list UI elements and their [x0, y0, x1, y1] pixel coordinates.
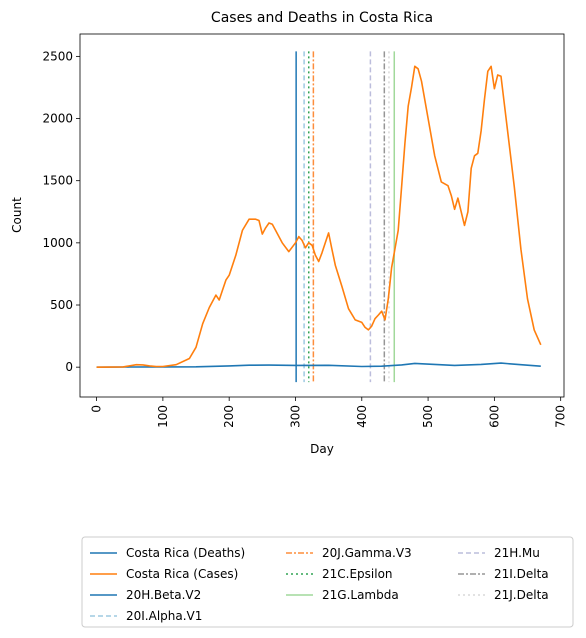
x-tick-label: 100 [156, 405, 170, 428]
y-tick-label: 500 [50, 298, 73, 312]
x-tick-label: 500 [421, 405, 435, 428]
y-tick-label: 0 [65, 360, 73, 374]
legend-label-21c-epsilon: 21C.Epsilon [322, 567, 393, 581]
legend-label-21h-mu: 21H.Mu [494, 546, 540, 560]
y-axis-label: Count [10, 197, 24, 233]
chart-title: Cases and Deaths in Costa Rica [211, 10, 433, 26]
legend-frame [81, 536, 574, 628]
x-axis-ticks: 0 100 200 300 400 500 600 700 [90, 397, 568, 428]
legend-label-21i-delta: 21I.Delta [494, 567, 549, 581]
series-lines [96, 65, 542, 368]
y-tick-label: 2500 [42, 49, 73, 63]
series-costa-rica-deaths [96, 362, 541, 368]
series-costa-rica-cases [96, 65, 542, 368]
y-tick-label: 1500 [42, 174, 73, 188]
legend-label-20i-alpha-v1: 20I.Alpha.V1 [126, 609, 202, 623]
x-tick-label: 0 [90, 405, 104, 413]
x-tick-label: 400 [355, 405, 369, 428]
legend-label-20j-gamma-v3: 20J.Gamma.V3 [322, 546, 412, 560]
x-tick-label: 300 [288, 405, 302, 428]
legend-label-costa-rica-cases: Costa Rica (Cases) [126, 567, 238, 581]
y-tick-label: 1000 [42, 236, 73, 250]
y-axis-ticks: 0 500 1000 1500 2000 2500 [42, 49, 80, 374]
legend: Costa Rica (Deaths) Costa Rica (Cases) 20H… [81, 536, 574, 628]
legend-label-costa-rica-deaths: Costa Rica (Deaths) [126, 546, 245, 560]
x-tick-label: 600 [487, 405, 501, 428]
legend-label-20h-beta-v2: 20H.Beta.V2 [126, 588, 201, 602]
x-tick-label: 700 [554, 405, 568, 428]
variant-lines [295, 51, 396, 383]
plot-frame [79, 33, 565, 398]
x-axis-label: Day [310, 442, 334, 456]
legend-label-21g-lambda: 21G.Lambda [322, 588, 399, 602]
x-tick-label: 200 [222, 405, 236, 428]
y-tick-label: 2000 [42, 112, 73, 126]
legend-label-21j-delta: 21J.Delta [494, 588, 549, 602]
